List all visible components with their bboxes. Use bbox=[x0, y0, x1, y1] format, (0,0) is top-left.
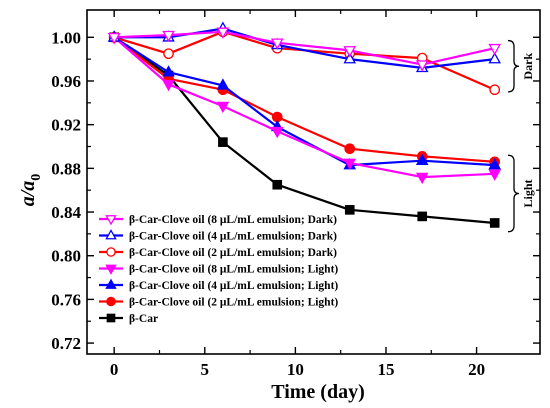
annotation-label: Dark bbox=[521, 53, 535, 80]
series-line bbox=[113, 36, 495, 179]
data-point bbox=[488, 169, 502, 181]
x-tick-label: 20 bbox=[468, 360, 485, 379]
y-tick-label: 0.96 bbox=[51, 72, 81, 91]
y-tick-label: 0.72 bbox=[51, 334, 81, 353]
legend-label: β-Car-Clove oil (2 μL/mL emulsion; Light… bbox=[129, 297, 338, 309]
y-axis-title: a/a0 bbox=[17, 174, 44, 207]
data-point bbox=[343, 52, 357, 64]
data-point bbox=[344, 205, 355, 215]
legend-item: β-Car-Clove oil (4 μL/mL emulsion; Dark) bbox=[99, 229, 337, 243]
data-point bbox=[163, 48, 174, 60]
data-point bbox=[106, 313, 116, 323]
plot-frame bbox=[86, 9, 541, 355]
y-tick-label: 1.00 bbox=[51, 28, 81, 47]
series-1 bbox=[107, 27, 502, 72]
legend-item: β-Car bbox=[99, 313, 158, 325]
x-tick-label: 0 bbox=[110, 360, 119, 379]
legend-label: β-Car-Clove oil (4 μL/mL emulsion; Light… bbox=[129, 280, 338, 292]
data-point bbox=[343, 46, 357, 58]
y-tick-label: 0.88 bbox=[51, 159, 81, 178]
x-tick-label: 15 bbox=[377, 360, 394, 379]
data-point bbox=[106, 296, 116, 307]
series-2 bbox=[107, 21, 502, 73]
legend-item: β-Car-Clove oil (8 μL/mL emulsion; Light… bbox=[99, 264, 338, 276]
data-point bbox=[218, 137, 228, 147]
legend-label: β-Car bbox=[129, 313, 158, 325]
legend-label: β-Car-Clove oil (4 μL/mL emulsion; Dark) bbox=[129, 231, 337, 243]
legend-label: β-Car-Clove oil (2 μL/mL emulsion; Dark) bbox=[129, 247, 337, 259]
legend-item: β-Car-Clove oil (4 μL/mL emulsion; Light… bbox=[99, 278, 338, 292]
data-point bbox=[270, 126, 284, 139]
y-tick-label: 0.76 bbox=[51, 290, 81, 309]
data-point bbox=[488, 158, 502, 170]
data-point bbox=[216, 27, 230, 39]
data-point bbox=[272, 179, 283, 190]
annotation-bracket bbox=[507, 39, 520, 93]
x-tick-label: 10 bbox=[287, 360, 304, 379]
data-point bbox=[488, 52, 502, 64]
data-point bbox=[343, 158, 357, 170]
x-tick-label: 5 bbox=[201, 360, 210, 379]
data-point bbox=[488, 43, 502, 56]
data-point bbox=[216, 101, 230, 114]
data-point bbox=[162, 79, 175, 92]
y-axis-title-main: a/a bbox=[17, 181, 39, 207]
series-7 bbox=[109, 32, 500, 228]
data-point bbox=[489, 218, 500, 228]
data-point bbox=[270, 38, 284, 50]
y-tick-label: 0.84 bbox=[51, 203, 81, 222]
data-point bbox=[105, 278, 117, 289]
data-point bbox=[344, 143, 356, 155]
data-point bbox=[105, 229, 117, 240]
data-point bbox=[489, 84, 501, 96]
annotation-label: Light bbox=[521, 179, 535, 207]
data-point bbox=[415, 172, 429, 185]
legend-label: β-Car-Clove oil (8 μL/mL emulsion; Dark) bbox=[129, 214, 337, 226]
data-point bbox=[107, 33, 121, 45]
y-tick-label: 0.92 bbox=[51, 116, 81, 135]
legend: β-Car-Clove oil (8 μL/mL emulsion; Dark)… bbox=[99, 214, 338, 325]
legend-item: β-Car-Clove oil (2 μL/mL emulsion; Dark) bbox=[99, 247, 337, 259]
legend-label: β-Car-Clove oil (8 μL/mL emulsion; Light… bbox=[129, 264, 338, 276]
y-axis-title-subscript: 0 bbox=[29, 174, 44, 181]
data-point bbox=[415, 60, 429, 72]
data-point bbox=[417, 211, 428, 222]
data-point bbox=[162, 30, 175, 43]
data-point bbox=[162, 65, 175, 77]
data-point bbox=[106, 247, 116, 257]
legend-item: β-Car-Clove oil (2 μL/mL emulsion; Light… bbox=[99, 297, 338, 309]
data-point bbox=[415, 153, 429, 165]
data-point bbox=[105, 264, 117, 275]
annotation-bracket bbox=[507, 154, 520, 233]
data-point bbox=[105, 215, 117, 226]
data-point bbox=[216, 78, 230, 90]
x-axis-title: Time (day) bbox=[271, 381, 365, 403]
legend-item: β-Car-Clove oil (8 μL/mL emulsion; Dark) bbox=[99, 214, 337, 226]
y-tick-label: 0.80 bbox=[51, 247, 81, 266]
